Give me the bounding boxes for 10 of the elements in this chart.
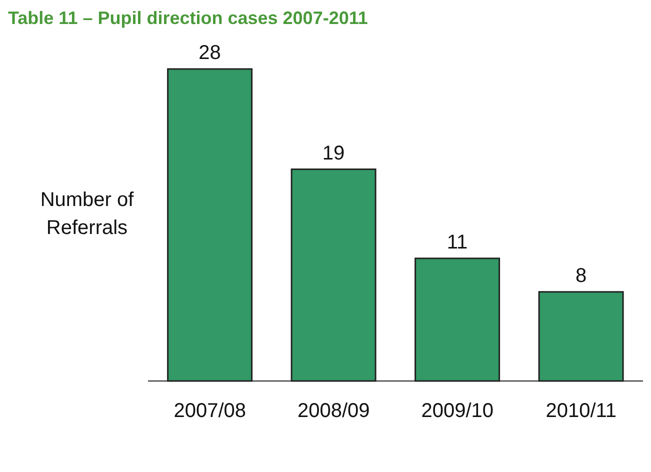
data-label: 19	[322, 142, 345, 164]
data-label: 11	[446, 231, 468, 254]
chart-title: Table 11 – Pupil direction cases 2007-2011	[8, 8, 368, 29]
data-label: 8	[575, 264, 587, 287]
x-tick-label: 2009/10	[421, 400, 494, 422]
y-axis-title: Number of Referrals	[39, 188, 135, 241]
x-tick-label: 2008/09	[297, 400, 370, 422]
data-label: 28	[198, 42, 221, 64]
x-tick-label: 2010/11	[546, 400, 617, 422]
x-tick-label: 2007/08	[174, 400, 246, 422]
